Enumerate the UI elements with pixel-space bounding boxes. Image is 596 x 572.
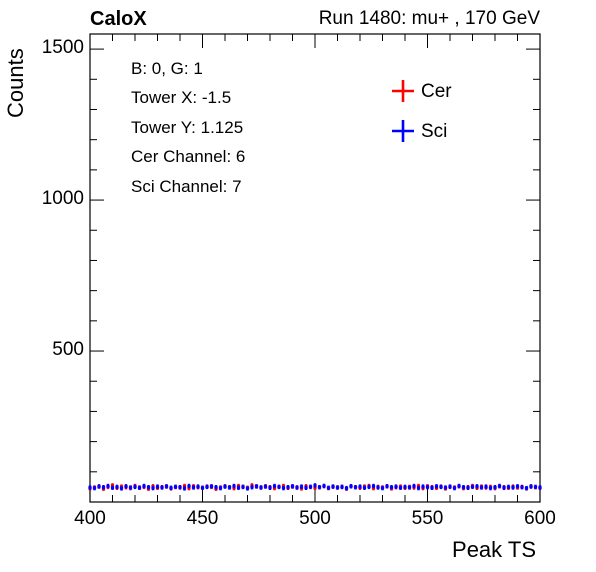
info-line-sci-channel: Sci Channel: 7 [131,176,242,196]
y-tick-label: 1000 [41,188,84,210]
info-line-cer-channel: Cer Channel: 6 [131,147,246,167]
y-tick-label: 500 [52,339,84,361]
legend-sci-label: Sci [421,121,448,142]
info-line-tower-x: Tower X: -1.5 [131,88,232,108]
legend-cer-label: Cer [421,81,452,102]
x-axis-label: Peak TS [452,537,536,562]
x-tick-label: 400 [74,508,106,529]
legend [392,80,414,142]
x-tick-label: 550 [411,508,444,529]
x-tick-label: 450 [186,508,219,529]
x-tick-label: 600 [524,508,556,529]
run-label: Run 1480: mu+ , 170 GeV [318,8,540,29]
data-points [88,483,542,491]
series-sci [88,483,542,491]
y-tick-label: 1500 [41,37,84,59]
x-tick-label: 500 [299,508,331,529]
y-axis-label: Counts [3,48,28,118]
info-line-board: B: 0, G: 1 [131,59,203,78]
experiment-label: CaloX [90,8,147,30]
axis-ticks [89,34,541,503]
info-line-tower-y: Tower Y: 1.125 [131,117,244,137]
info-box: B: 0, G: 1 Tower X: -1.5 Tower Y: 1.125 … [131,54,245,201]
